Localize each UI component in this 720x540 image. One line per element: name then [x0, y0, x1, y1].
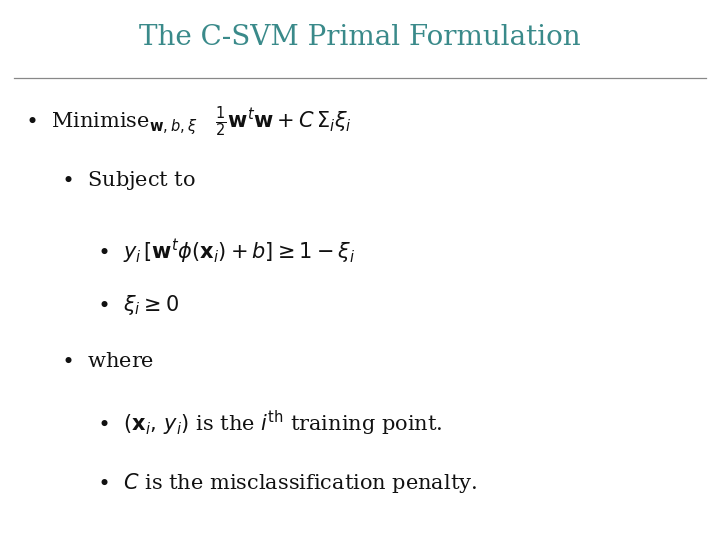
Text: $\bullet$  where: $\bullet$ where — [61, 352, 154, 372]
Text: $\bullet$  $(\mathbf{x}_i,\, y_i)$ is the $i^{\mathrm{th}}$ training point.: $\bullet$ $(\mathbf{x}_i,\, y_i)$ is the… — [97, 409, 443, 438]
Text: $\bullet$  $C$ is the misclassification penalty.: $\bullet$ $C$ is the misclassification p… — [97, 471, 477, 495]
Text: $\bullet$  $y_i\,[\mathbf{w}^t\phi(\mathbf{x}_i) + b] \geq 1 - \xi_i$: $\bullet$ $y_i\,[\mathbf{w}^t\phi(\mathb… — [97, 237, 356, 266]
Text: $\bullet$  Subject to: $\bullet$ Subject to — [61, 170, 196, 192]
Text: $\bullet$  $\xi_i \geq 0$: $\bullet$ $\xi_i \geq 0$ — [97, 293, 179, 317]
Text: The C-SVM Primal Formulation: The C-SVM Primal Formulation — [139, 24, 581, 51]
Text: $\bullet$  Minimise$_{\mathbf{w},b,\xi}$   $\frac{1}{2}\mathbf{w}^t\mathbf{w} + : $\bullet$ Minimise$_{\mathbf{w},b,\xi}$ … — [25, 104, 352, 139]
